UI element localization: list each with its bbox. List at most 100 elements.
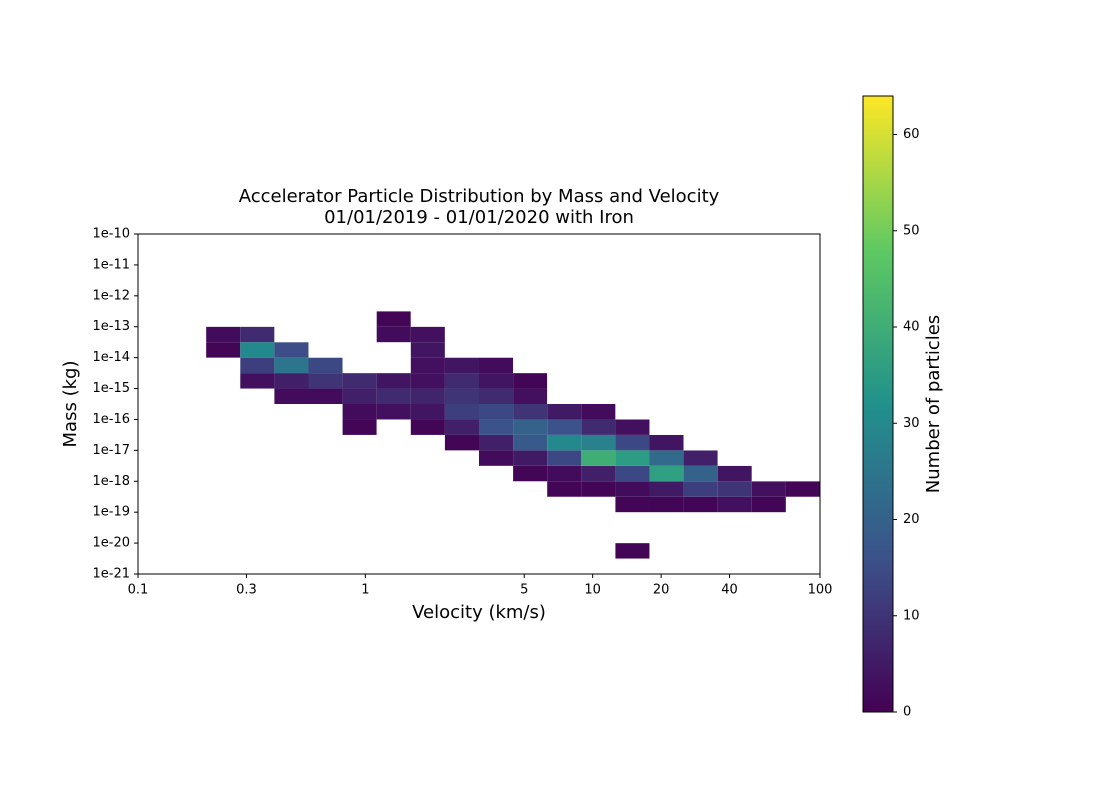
cell (172, 543, 207, 559)
cell (138, 373, 173, 389)
cell (785, 373, 820, 389)
cell (308, 512, 343, 528)
cell (308, 264, 343, 281)
cell (683, 558, 718, 574)
cell (138, 249, 173, 265)
cell (138, 465, 173, 482)
cell (342, 249, 377, 265)
cell (751, 465, 786, 482)
cell (342, 434, 377, 451)
colorbar-tick-label: 0 (903, 705, 911, 720)
cell (513, 527, 548, 544)
cell (513, 311, 548, 327)
cell (615, 496, 650, 513)
cell (615, 357, 650, 374)
cell (444, 465, 479, 482)
cell (308, 496, 343, 513)
cell (615, 311, 650, 327)
cell (513, 326, 548, 343)
x-tick-label: 0.1 (128, 583, 149, 598)
cell (547, 280, 582, 296)
cell (785, 496, 820, 513)
cell (751, 311, 786, 327)
cell (240, 373, 275, 389)
cell (444, 543, 479, 559)
y-tick-label: 1e-11 (92, 257, 130, 272)
cell (410, 249, 445, 265)
cell (274, 311, 309, 327)
cell (206, 311, 241, 327)
cell (308, 481, 343, 497)
cell (376, 512, 411, 528)
cell (581, 419, 616, 435)
cell (513, 264, 548, 281)
x-axis-label: Velocity (km/s) (412, 602, 546, 623)
cell (649, 311, 684, 327)
cell (615, 373, 650, 389)
colorbar-label: Number of particles (923, 315, 944, 493)
cell (376, 342, 411, 358)
cell (717, 481, 752, 497)
cell (683, 388, 718, 405)
cell (342, 558, 377, 574)
cell (717, 496, 752, 513)
cell (410, 373, 445, 389)
cell (240, 543, 275, 559)
cell (138, 280, 173, 296)
cell (513, 434, 548, 451)
cell (751, 264, 786, 281)
x-tick-label: 5 (520, 583, 528, 598)
cell (478, 512, 514, 528)
cell (172, 465, 207, 482)
cell (683, 543, 718, 559)
cell (785, 450, 820, 466)
y-tick-label: 1e-18 (92, 474, 130, 489)
cell (615, 249, 650, 265)
cell (615, 388, 650, 405)
cell (240, 512, 275, 528)
cell (683, 295, 718, 312)
cell (581, 357, 616, 374)
cell (785, 357, 820, 374)
cell (410, 388, 445, 405)
cell (581, 450, 616, 466)
cell (513, 419, 548, 435)
colorbar (862, 95, 894, 713)
cell (206, 465, 241, 482)
cell (410, 543, 445, 559)
cell (581, 342, 616, 358)
cell (274, 527, 309, 544)
cell (410, 295, 445, 312)
cell (274, 357, 309, 374)
cell (717, 527, 752, 544)
cell (649, 543, 684, 559)
cell (342, 280, 377, 296)
cell (581, 465, 616, 482)
cell (240, 481, 275, 497)
cell (547, 419, 582, 435)
cell (410, 404, 445, 420)
cell (376, 558, 411, 574)
cell (376, 373, 411, 389)
cell (206, 558, 241, 574)
cell (172, 373, 207, 389)
cell (274, 404, 309, 420)
cell (717, 450, 752, 466)
cell (308, 434, 343, 451)
plot-frame (137, 233, 821, 575)
cell (683, 481, 718, 497)
cell (172, 295, 207, 312)
cell (206, 388, 241, 405)
cell (615, 264, 650, 281)
cell (717, 295, 752, 312)
cell (444, 558, 479, 574)
y-tick-label: 1e-10 (92, 227, 130, 242)
cell (308, 234, 343, 250)
cell (478, 543, 514, 559)
cell (717, 558, 752, 574)
cell (308, 419, 343, 435)
y-tick-label: 1e-17 (92, 443, 130, 458)
cell (751, 434, 786, 451)
cell (751, 342, 786, 358)
cell (444, 404, 479, 420)
